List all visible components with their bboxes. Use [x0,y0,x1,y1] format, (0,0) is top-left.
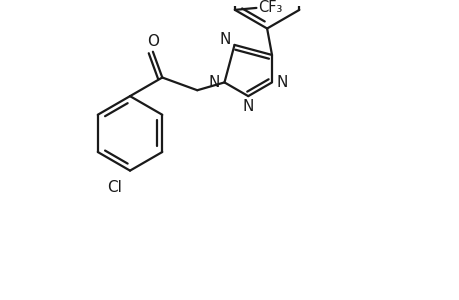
Text: N: N [207,75,219,90]
Text: N: N [218,32,230,46]
Text: CF₃: CF₃ [258,0,282,15]
Text: O: O [146,34,158,50]
Text: N: N [275,75,287,90]
Text: N: N [242,99,253,114]
Text: Cl: Cl [106,180,122,195]
